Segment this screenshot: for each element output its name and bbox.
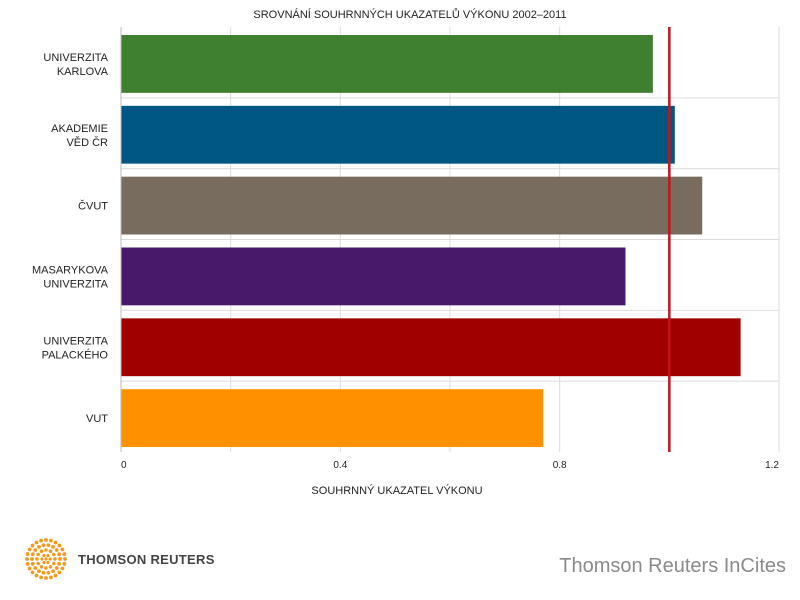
category-label-line: PALACKÉHO [42,348,109,361]
logo-dot [33,548,38,552]
logo-dot [44,566,48,570]
logo-dot [33,566,38,570]
logo-dot [57,570,62,575]
bar [121,247,626,306]
thomson-reuters-logo: THOMSON REUTERS [24,537,215,581]
logo-dot [42,553,46,558]
logo-dot [46,543,51,548]
category-label-line: UNIVERZITA [43,335,108,347]
category-label-line: UNIVERZITA [43,278,108,290]
logo-dot [48,557,52,561]
category-label-line: VĚD ČR [66,136,108,149]
category-label-line: AKADEMIE [51,123,108,135]
logo-dot [30,570,35,575]
logo-dot [34,573,39,578]
logo-dot [39,564,44,569]
logo-dot [53,557,57,561]
logo-dot [57,561,62,566]
product-name: Thomson Reuters InCites [559,555,786,577]
logo-dot [49,575,53,580]
category-label: UNIVERZITA KARLOVA [43,52,108,78]
x-tick-label: 1.2 [765,460,779,471]
logo-dot [41,570,46,575]
logo-dot [44,548,48,552]
category-label-line: KARLOVA [57,66,109,78]
category-label: UNIVERZITA PALACKÉHO [42,335,109,361]
logo-dot [30,557,34,561]
x-axis-title: SOUHRNNÝ UKAZATEL VÝKONU [311,484,482,497]
category-label-line: VUT [86,413,108,425]
logo-dot [53,573,58,578]
logo-dot [39,549,44,554]
logo-dot [41,543,46,548]
logo-dot [46,570,51,575]
logo-dot [39,575,43,580]
logo-dot [53,540,58,545]
logo-dot [48,564,53,569]
logo-dot [36,561,41,566]
logo-dot [35,557,39,561]
category-label: VUT [86,413,108,425]
logo-dot [25,562,30,566]
logo-dot [57,552,62,557]
logo-dot [30,543,35,548]
logo-dot [25,552,30,556]
chart-title: SROVNÁNÍ SOUHRNNÝCH UKAZATELŮ VÝKONU 200… [253,8,566,21]
logo-dot [36,552,41,557]
bar [121,105,675,164]
logo-dot [44,576,48,580]
x-tick-label: 0 [121,460,127,471]
logo-dot [30,552,35,557]
logo-dot [54,548,59,552]
category-label-line: MASARYKOVA [32,264,109,276]
logo-dot [44,557,48,561]
logo-dot [62,562,67,566]
bar-chart: SROVNÁNÍ SOUHRNNÝCH UKAZATELŮ VÝKONU 200… [32,8,780,497]
thomson-reuters-logo-icon [25,538,67,580]
logo-dot [51,552,56,557]
logo-dot [46,560,50,565]
logo-dot [34,540,39,545]
logo-dot [27,566,32,571]
logo-dot [27,547,32,552]
logo-dot [60,547,65,552]
logo-text: THOMSON REUTERS [78,551,215,567]
bar [121,318,741,377]
logo-dot [40,557,44,561]
logo-dot [51,569,55,574]
logo-dot [62,552,67,556]
logo-dot [51,544,55,549]
logo-dot [48,549,53,554]
logo-dot [49,538,53,543]
logo-dot [37,569,41,574]
logo-dot [25,557,29,561]
bar [121,389,544,447]
logo-dot [54,566,59,570]
category-label-line: UNIVERZITA [43,52,108,64]
logo-dot [57,543,62,548]
logo-dot [58,557,62,561]
x-tick-label: 0.4 [333,460,347,471]
logo-dot [44,538,48,542]
logo-dot [51,561,56,566]
bar [121,176,703,235]
logo-dot [63,557,67,561]
x-tick-label: 0.8 [553,460,567,471]
logo-dot [46,553,50,558]
category-label: AKADEMIE VĚD ČR [51,123,108,149]
logo-dot [30,561,35,566]
logo-dot [42,560,46,565]
category-label: MASARYKOVA UNIVERZITA [32,264,109,290]
bar [121,35,653,93]
category-label-line: ČVUT [78,200,108,213]
logo-dot [39,538,43,543]
category-label: ČVUT [78,200,108,213]
logo-dot [37,544,41,549]
logo-dot [60,566,65,571]
